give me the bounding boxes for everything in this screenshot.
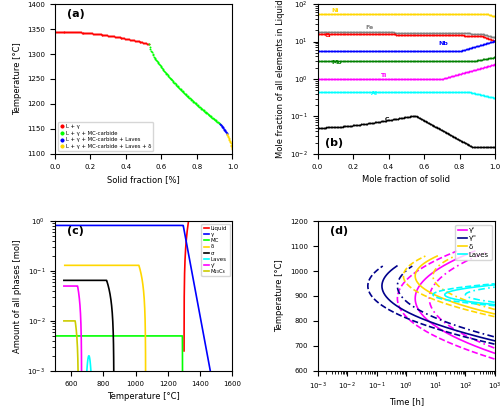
Text: (c): (c) (68, 226, 84, 236)
X-axis label: Time [h]: Time [h] (388, 398, 424, 406)
Legend: L + γ, L + γ + MC-carbide, L + γ + MC-carbide + Laves, L + γ + MC-carbide + Lave: L + γ, L + γ + MC-carbide, L + γ + MC-ca… (58, 122, 153, 151)
Legend: Liquid, γ, MC, δ, σ, Laves, γ', M₂₃C₆: Liquid, γ, MC, δ, σ, Laves, γ', M₂₃C₆ (202, 224, 230, 276)
Text: (a): (a) (68, 9, 85, 19)
Text: Al: Al (371, 91, 378, 96)
Y-axis label: Temperature [°C]: Temperature [°C] (276, 260, 284, 332)
X-axis label: Solid fraction [%]: Solid fraction [%] (108, 175, 180, 184)
Text: (b): (b) (324, 138, 343, 148)
X-axis label: Mole fraction of solid: Mole fraction of solid (362, 175, 450, 184)
Text: (d): (d) (330, 226, 348, 236)
Legend: γ', γ'', δ, Laves: γ', γ'', δ, Laves (456, 225, 492, 260)
Text: Fe: Fe (366, 25, 374, 30)
Y-axis label: Mole fraction of all elements in Liquid: Mole fraction of all elements in Liquid (276, 0, 284, 158)
Text: Cr: Cr (324, 33, 332, 37)
Text: Mo: Mo (332, 60, 342, 65)
Text: Ni: Ni (332, 8, 340, 13)
Y-axis label: Temperature [°C]: Temperature [°C] (12, 42, 22, 115)
Text: Nb: Nb (438, 41, 448, 46)
Y-axis label: Amount of all phases [mol]: Amount of all phases [mol] (13, 239, 22, 353)
Text: Ti: Ti (380, 73, 386, 78)
Text: C: C (385, 117, 390, 122)
X-axis label: Temperature [°C]: Temperature [°C] (108, 392, 180, 401)
